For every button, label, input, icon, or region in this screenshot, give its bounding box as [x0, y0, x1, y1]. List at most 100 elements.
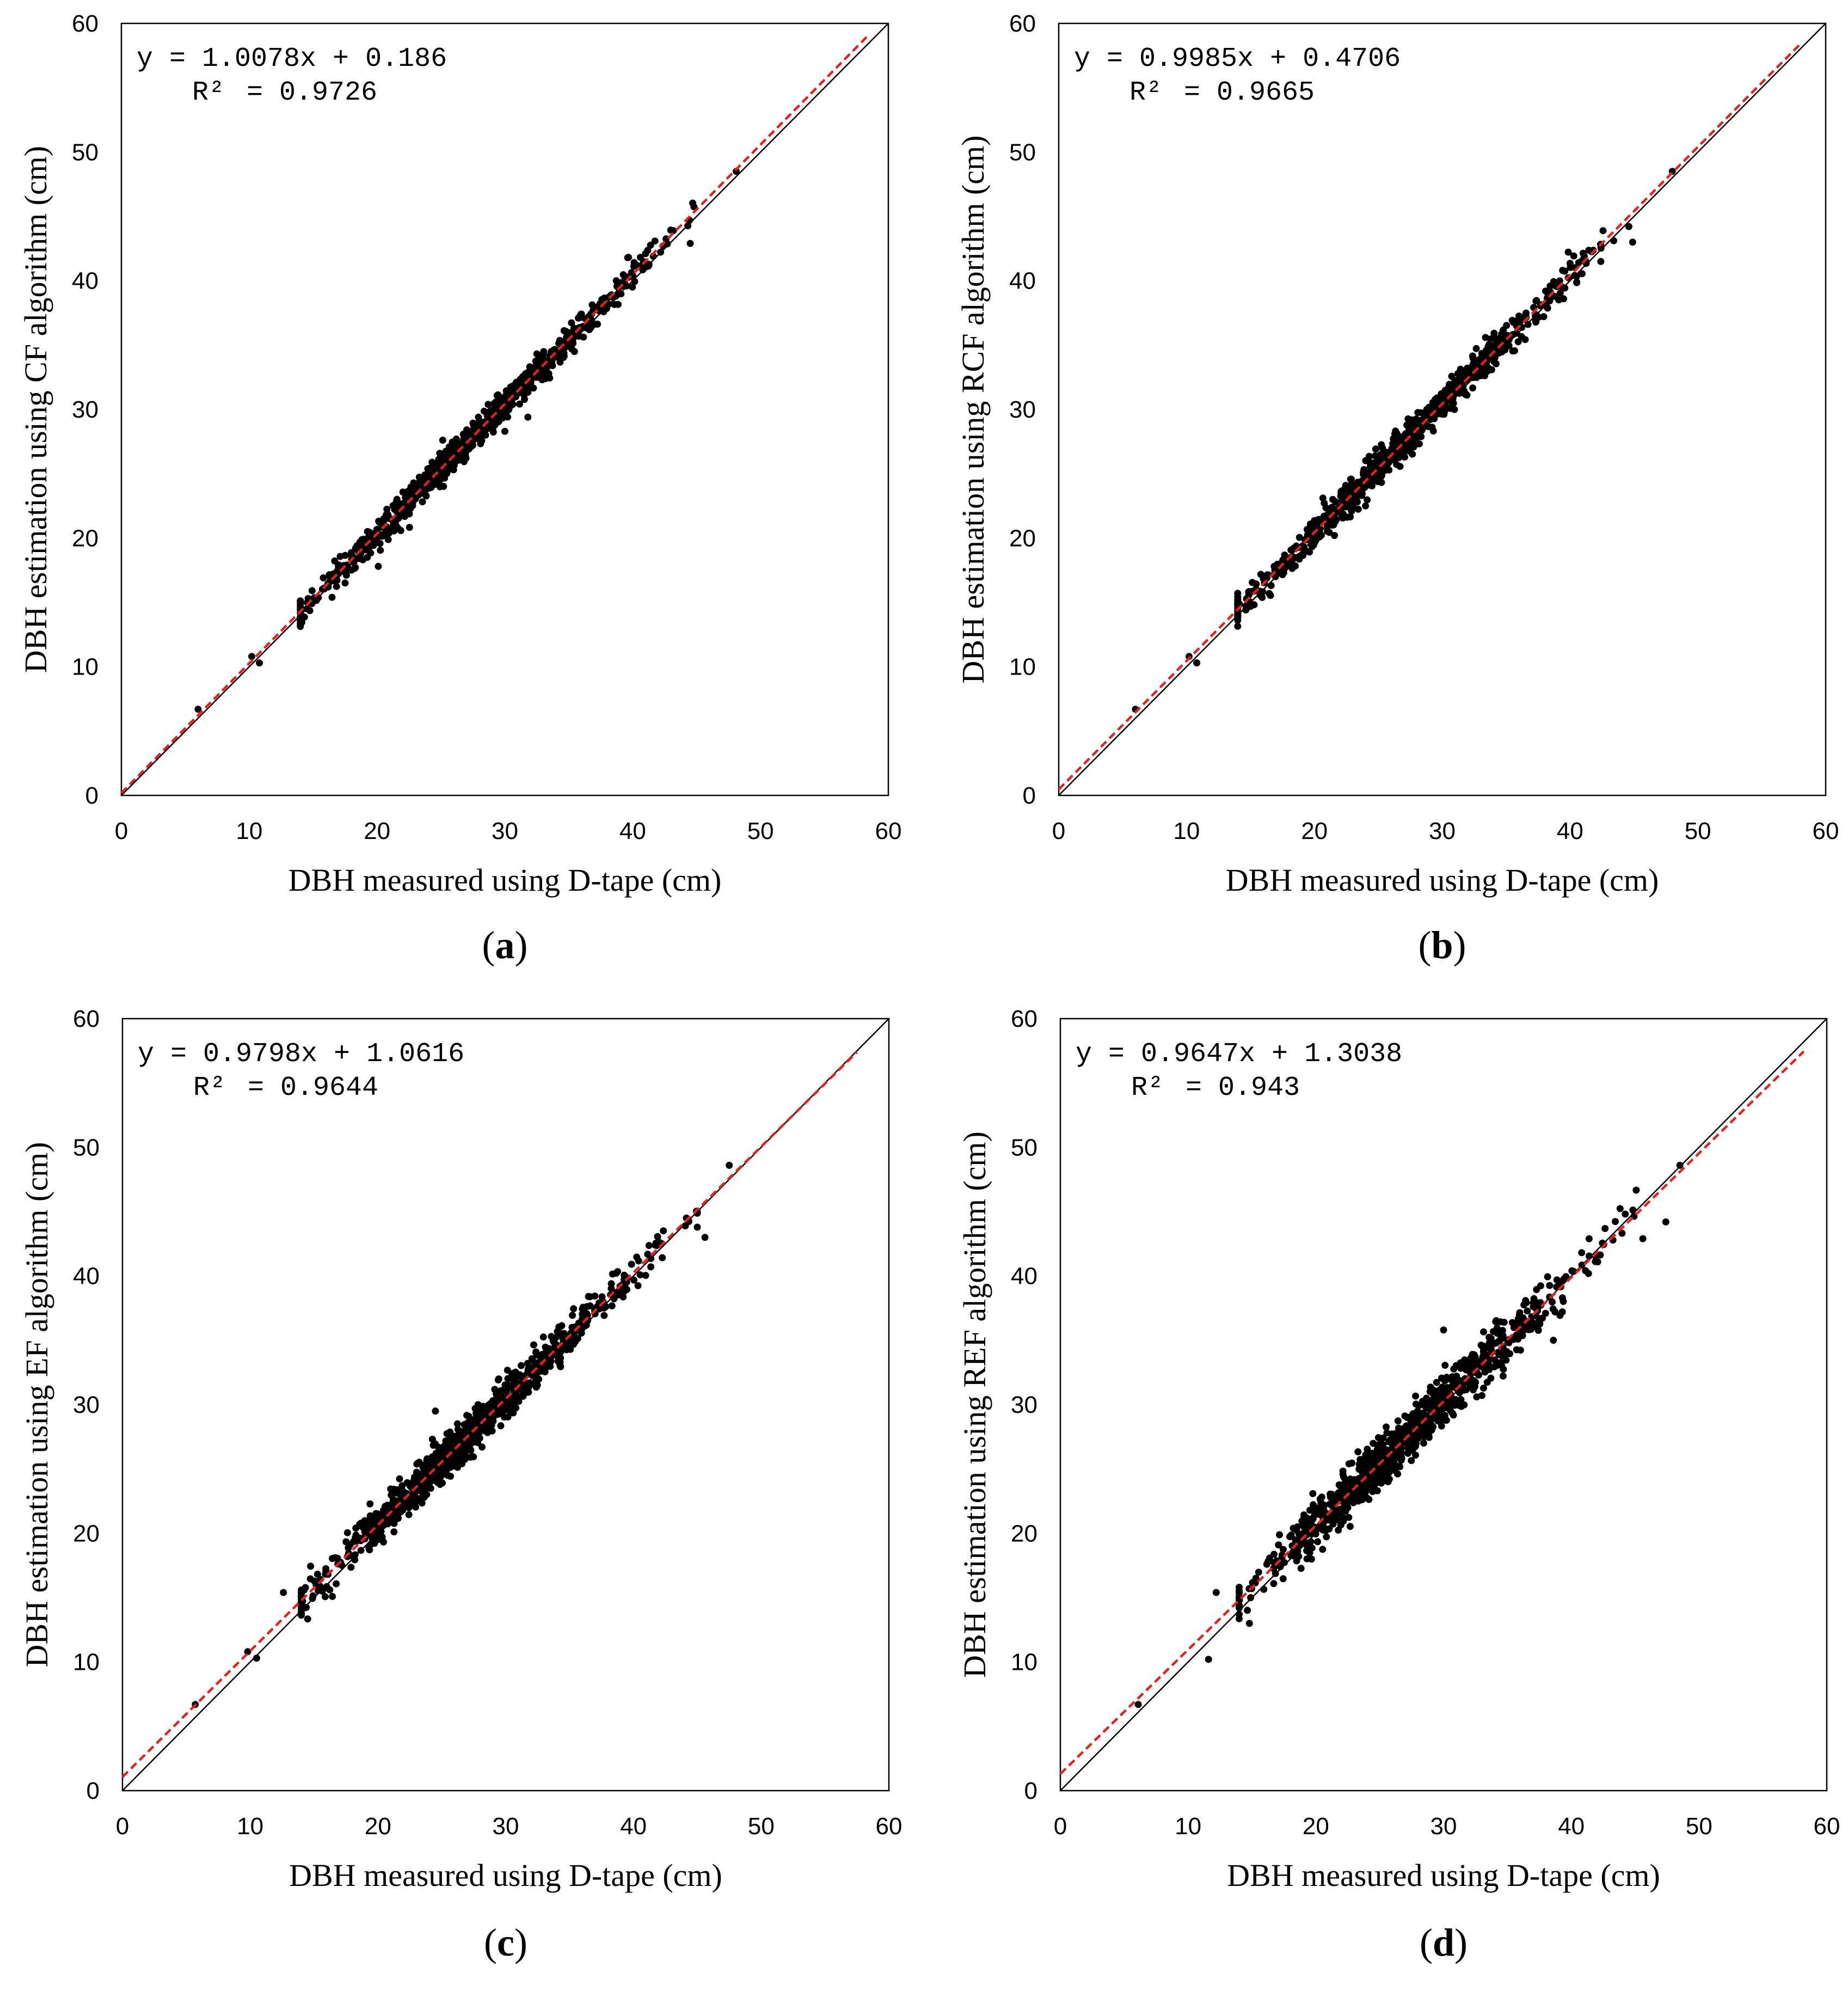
- scatter-point: [1236, 1584, 1243, 1591]
- scatter-point: [1470, 1351, 1478, 1358]
- scatter-point: [1594, 1258, 1601, 1266]
- scatter-point: [462, 455, 470, 462]
- scatter-point: [634, 1282, 642, 1289]
- scatter-point: [1293, 1557, 1300, 1565]
- scatter-point: [587, 324, 594, 332]
- scatter-point: [1384, 1478, 1392, 1485]
- scatter-point: [1411, 1438, 1419, 1445]
- scatter-point: [442, 1469, 449, 1476]
- y-tick-label: 30: [73, 1392, 100, 1418]
- scatter-point: [1578, 1249, 1586, 1257]
- scatter-point: [1559, 267, 1567, 274]
- scatter-point: [494, 391, 502, 399]
- scatter-point: [383, 505, 391, 513]
- scatter-point: [628, 269, 635, 277]
- scatter-point: [629, 283, 636, 291]
- scatter-point: [1585, 1235, 1593, 1242]
- scatter-point: [1561, 284, 1569, 292]
- scatter-point: [1493, 1339, 1500, 1347]
- x-tick-label: 50: [748, 1813, 775, 1840]
- scatter-point: [353, 1537, 360, 1545]
- scatter-point: [686, 240, 694, 247]
- scatter-point: [1323, 1533, 1330, 1541]
- scatter-point: [1367, 1459, 1374, 1466]
- scatter-point: [1499, 1327, 1506, 1334]
- scatter-point: [1456, 1402, 1463, 1410]
- scatter-point: [1440, 1390, 1448, 1398]
- scatter-point: [600, 308, 607, 315]
- scatter-point: [504, 1375, 512, 1382]
- scatter-point: [645, 1242, 653, 1249]
- scatter-point: [594, 303, 601, 310]
- scatter-point: [444, 451, 452, 459]
- y-tick-label: 0: [85, 782, 99, 809]
- scatter-point: [1469, 384, 1476, 392]
- scatter-point: [1316, 1495, 1324, 1503]
- scatter-point: [406, 1482, 414, 1490]
- scatter-point: [478, 1443, 486, 1451]
- y-tick-label: 60: [1011, 1006, 1037, 1032]
- scatter-point: [584, 1312, 591, 1319]
- y-tick-label: 40: [1009, 268, 1036, 295]
- scatter-point: [1622, 1210, 1629, 1218]
- plot-frame: [121, 1018, 890, 1792]
- scatter-point: [1441, 1412, 1448, 1419]
- x-tick-label: 10: [236, 818, 262, 844]
- scatter-point: [1327, 1490, 1334, 1498]
- plot-frame: [1058, 22, 1827, 797]
- scatter-point: [1469, 352, 1476, 360]
- scatter-point: [1212, 1589, 1220, 1596]
- scatter-point: [538, 1353, 546, 1361]
- scatter-point: [1321, 499, 1328, 507]
- scatter-point: [347, 1564, 355, 1571]
- scatter-point: [1463, 367, 1471, 375]
- scatter-point: [1436, 397, 1444, 405]
- x-axis-title: DBH measured using D-tape (cm): [1227, 1858, 1660, 1893]
- scatter-point: [439, 437, 446, 444]
- scatter-point: [1267, 582, 1275, 589]
- chart-panel-a: 00 10 10 20 20 30 30 40 40 50 50 60 60 DBH measured u…: [18, 10, 901, 967]
- scatter-point: [1393, 449, 1401, 457]
- scatter-point: [1245, 1620, 1253, 1627]
- scatter-point: [1499, 1332, 1507, 1339]
- panel-caption: (c): [484, 1921, 527, 1964]
- scatter-point: [644, 1251, 652, 1258]
- scatter-point: [352, 1524, 360, 1532]
- scatter-point: [1494, 335, 1501, 342]
- scatter-point: [1441, 1362, 1449, 1369]
- scatter-point: [1522, 1297, 1530, 1304]
- scatter-point: [1260, 1585, 1268, 1593]
- y-tick-label: 50: [1009, 139, 1036, 166]
- scatter-point: [1394, 1417, 1402, 1425]
- scatter-point: [405, 1511, 413, 1518]
- scatter-point: [1480, 1328, 1487, 1335]
- scatter-point: [1447, 1407, 1454, 1414]
- scatter-point: [1247, 1594, 1255, 1601]
- scatter-point: [1676, 1161, 1684, 1169]
- scatter-point: [550, 346, 558, 353]
- scatter-point: [567, 1345, 574, 1353]
- scatter-point: [331, 557, 339, 565]
- scatter-point: [387, 1485, 395, 1493]
- scatter-point: [642, 250, 649, 258]
- scatter-point: [433, 1478, 440, 1485]
- scatter-point: [1296, 534, 1303, 541]
- scatter-point: [486, 410, 493, 418]
- scatter-point: [524, 413, 532, 421]
- scatter-point: [1570, 252, 1577, 260]
- scatter-point: [607, 1280, 615, 1288]
- scatter-point: [1309, 1490, 1317, 1497]
- scatter-point: [501, 1381, 509, 1389]
- x-tick-label: 50: [1686, 1813, 1712, 1840]
- scatter-point: [1276, 1531, 1283, 1539]
- scatter-point: [457, 1459, 465, 1466]
- scatter-point: [1556, 289, 1564, 297]
- scatter-point: [395, 511, 403, 518]
- scatter-point: [1266, 1554, 1273, 1562]
- x-tick-label: 40: [1558, 1813, 1585, 1840]
- scatter-point: [521, 396, 528, 403]
- panel-label: d: [1433, 1921, 1454, 1964]
- scatter-point: [1438, 1422, 1445, 1430]
- scatter-point: [568, 345, 575, 353]
- scatter-point: [1479, 352, 1487, 359]
